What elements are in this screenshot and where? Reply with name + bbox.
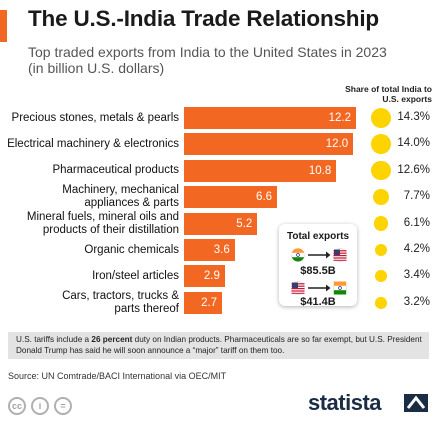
category-label-line: Organic chemicals <box>84 243 179 256</box>
bar: 10.8 <box>184 159 337 182</box>
note-text-bold: 26 percent <box>91 335 133 344</box>
bar: 12.0 <box>184 133 354 156</box>
category-label-line: Electrical machinery & electronics <box>7 137 179 150</box>
category-label-line: Precious stones, metals & pearls <box>11 111 179 124</box>
share-dot <box>371 134 391 155</box>
source-text: Source: UN Comtrade/BACI International v… <box>8 371 227 381</box>
share-label: 3.4% <box>403 269 430 282</box>
bar: 3.6 <box>184 239 235 261</box>
note-box: U.S. tariffs include a 26 percent duty o… <box>8 332 429 359</box>
chart-title: The U.S.-India Trade Relationship <box>28 6 379 31</box>
category-label-line: Machinery, mechanical <box>62 184 179 197</box>
arrow-right-icon <box>308 251 331 259</box>
category-label: Pharmaceutical products <box>0 164 179 177</box>
category-label-line: appliances & parts <box>84 197 179 210</box>
category-label-line: Iron/steel articles <box>92 269 179 282</box>
bar: 6.6 <box>184 186 278 209</box>
bar-value-label: 10.8 <box>308 164 332 177</box>
india-flag-icon <box>291 248 305 262</box>
bar-value-label: 12.0 <box>325 138 349 151</box>
bar-value-label: 2.9 <box>203 270 220 283</box>
us-flag-icon <box>333 248 347 262</box>
share-dot <box>374 243 388 257</box>
share-dot <box>375 297 387 309</box>
share-label: 12.6% <box>397 163 430 176</box>
bar-value-label: 5.2 <box>236 217 253 230</box>
arrow-right-icon <box>308 284 331 292</box>
category-label: Precious stones, metals & pearls <box>0 112 179 125</box>
bar-value-label: 6.6 <box>256 191 273 204</box>
us-to-india-flow <box>291 281 347 295</box>
share-column-header: Share of total India to U.S. exports <box>345 84 432 104</box>
note-text-start: U.S. tariffs include a <box>16 335 92 344</box>
bar: 2.7 <box>184 291 223 314</box>
title-accent-bar <box>0 10 7 42</box>
chart-subtitle: Top traded exports from India to the Uni… <box>28 44 387 76</box>
bar: 12.2 <box>184 107 356 129</box>
category-label: Mineral fuels, mineral oils and products … <box>0 211 179 237</box>
share-label: 14.3% <box>397 111 430 123</box>
category-label-line: Cars, tractors, trucks & <box>62 289 179 302</box>
category-label-line: Mineral fuels, mineral oils and <box>26 210 179 223</box>
category-label: Organic chemicals <box>0 244 179 257</box>
share-label: 7.7% <box>403 190 430 203</box>
india-flag-icon <box>333 281 347 295</box>
category-label: Machinery, mechanical appliances & parts <box>0 184 179 210</box>
statista-logo[interactable]: statista <box>308 390 382 415</box>
us-flag-icon <box>291 281 305 295</box>
category-label-line: products of their distillation <box>42 223 179 236</box>
share-dot <box>373 189 389 206</box>
no-derivatives-icon[interactable]: = <box>54 397 72 415</box>
category-label-line: Pharmaceutical products <box>52 164 179 177</box>
share-dot <box>371 108 391 128</box>
category-label-line: parts thereof <box>114 302 179 315</box>
share-label: 14.0% <box>397 137 430 150</box>
bar-value-label: 12.2 <box>328 112 351 124</box>
india-to-us-total: $85.5B <box>300 265 336 277</box>
tariff-note: U.S. tariffs include a 26 percent duty o… <box>16 334 426 356</box>
category-label: Electrical machinery & electronics <box>0 138 179 151</box>
india-to-us-flow <box>291 248 347 262</box>
creative-commons-icon[interactable]: cc <box>8 397 26 415</box>
bar: 5.2 <box>184 212 258 235</box>
share-label: 3.2% <box>403 295 430 308</box>
bar-value-label: 2.7 <box>201 296 218 309</box>
total-exports-box: Total exports <box>279 224 357 308</box>
attribution-icon[interactable]: i <box>31 397 49 415</box>
share-label: 6.1% <box>403 216 430 229</box>
share-dot <box>375 270 387 283</box>
share-label: 4.2% <box>403 243 430 255</box>
statista-logo-mark-icon <box>404 394 428 412</box>
category-label: Cars, tractors, trucks & parts thereof <box>0 290 179 316</box>
total-exports-title: Total exports <box>286 231 350 242</box>
bar: 2.9 <box>184 265 225 288</box>
bar-value-label: 3.6 <box>213 244 230 256</box>
note-text-end: duty on Indian products. Pharmaceuticals… <box>16 335 422 355</box>
share-dot <box>373 216 389 231</box>
share-dot <box>371 161 391 181</box>
category-label: Iron/steel articles <box>0 270 179 283</box>
us-to-india-total: $41.4B <box>300 296 336 308</box>
